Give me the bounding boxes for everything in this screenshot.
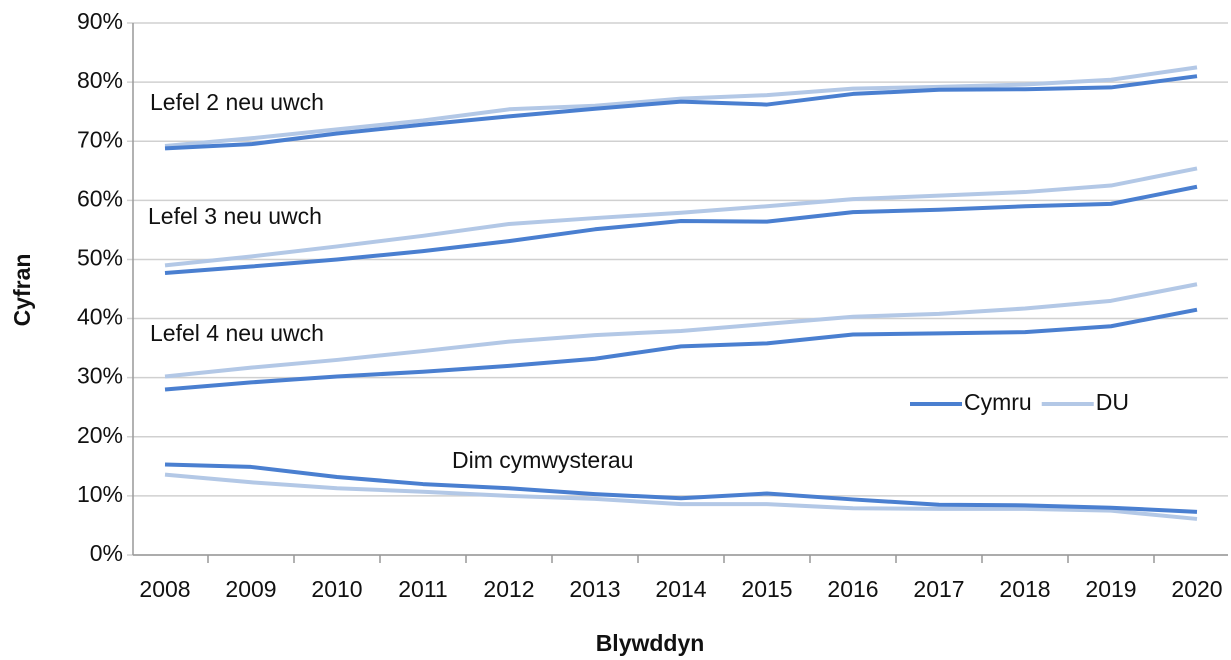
- x-tick-label: 2013: [569, 576, 620, 602]
- y-tick-label: 70%: [77, 126, 123, 152]
- legend-label: Cymru: [964, 389, 1032, 415]
- x-tick-label: 2017: [913, 576, 964, 602]
- series-line: [164, 74, 1198, 151]
- x-tick-label: 2012: [483, 576, 534, 602]
- y-tick-label: 90%: [77, 8, 123, 34]
- x-tick-label: 2008: [139, 576, 190, 602]
- x-tick-label: 2010: [311, 576, 362, 602]
- y-tick-label: 0%: [90, 540, 123, 566]
- group-label: Lefel 4 neu uwch: [150, 320, 324, 346]
- series-line: [164, 65, 1198, 148]
- x-tick-label: 2014: [655, 576, 706, 602]
- group-label: Lefel 2 neu uwch: [150, 89, 324, 115]
- x-tick-label: 2015: [741, 576, 792, 602]
- series-line: [164, 462, 1198, 514]
- y-tick-label: 60%: [77, 185, 123, 211]
- x-axis-label: Blywddyn: [596, 630, 705, 656]
- group-label: Dim cymwysterau: [452, 447, 633, 473]
- series-line: [164, 307, 1198, 392]
- y-tick-label: 40%: [77, 304, 123, 330]
- x-tick-label: 2016: [827, 576, 878, 602]
- series-line: [164, 184, 1198, 276]
- y-tick-label: 10%: [77, 481, 123, 507]
- x-tick-label: 2020: [1171, 576, 1222, 602]
- x-tick-label: 2009: [225, 576, 276, 602]
- group-label: Lefel 3 neu uwch: [148, 203, 322, 229]
- y-tick-label: 80%: [77, 67, 123, 93]
- series-line: [164, 166, 1198, 268]
- legend-label: DU: [1096, 389, 1129, 415]
- x-tick-label: 2019: [1085, 576, 1136, 602]
- y-tick-label: 50%: [77, 245, 123, 271]
- y-axis-label: Cyfran: [9, 254, 35, 327]
- y-tick-label: 30%: [77, 363, 123, 389]
- y-tick-label: 20%: [77, 422, 123, 448]
- x-tick-label: 2018: [999, 576, 1050, 602]
- series-line: [164, 282, 1198, 379]
- x-tick-label: 2011: [398, 576, 447, 602]
- series-line: [164, 472, 1198, 521]
